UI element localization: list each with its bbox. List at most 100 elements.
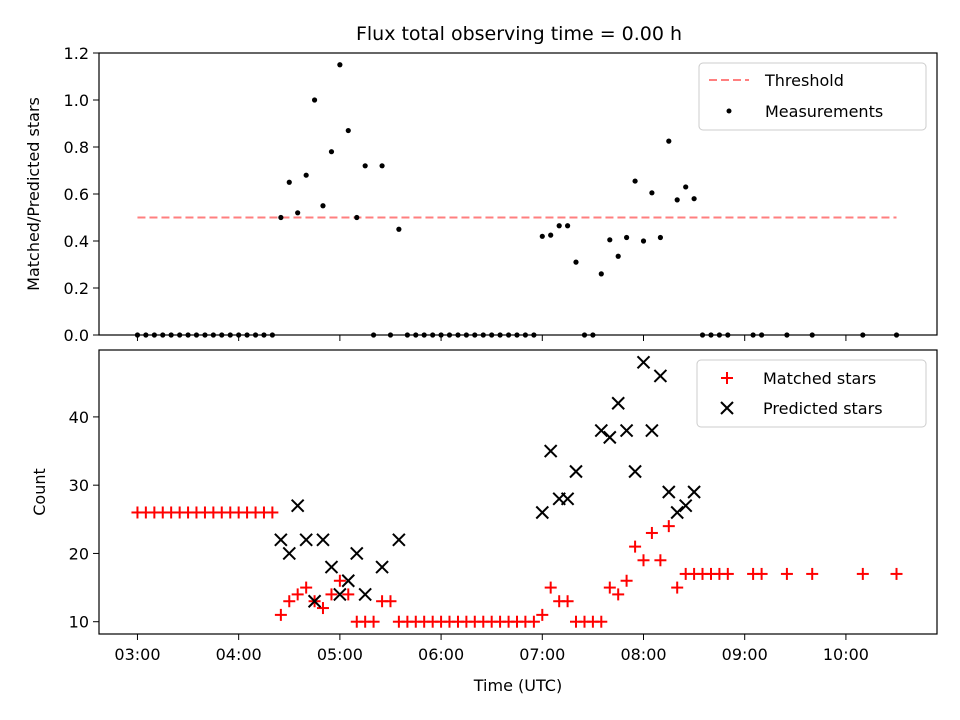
top-plot-marks — [134, 62, 900, 338]
measurement-point-49 — [548, 232, 554, 238]
predicted-star-point-6 — [324, 560, 339, 574]
bottom-ytick-label-1: 20 — [69, 544, 89, 563]
top-ytick-label-5: 1.0 — [64, 91, 89, 110]
predicted-star-point-11 — [375, 560, 389, 574]
measurement-point-59 — [632, 178, 638, 184]
predicted-star-point-19 — [603, 430, 617, 445]
matched-star-point-19 — [291, 588, 304, 601]
bottom-xlabel: Time (UTC) — [473, 676, 562, 695]
bottom-xtick-label-6: 09:00 — [722, 645, 768, 664]
matched-star-point-75 — [856, 567, 869, 580]
bottom-plot-marks — [131, 355, 903, 628]
predicted-star-point-4 — [307, 594, 322, 608]
legend-measurements-swatch — [726, 108, 732, 114]
measurement-point-50 — [556, 223, 562, 229]
measurement-point-19 — [295, 210, 301, 216]
matched-star-point-73 — [780, 567, 793, 580]
matched-star-point-55 — [595, 615, 608, 628]
predicted-star-point-18 — [594, 423, 609, 438]
bottom-legend: Matched stars Predicted stars — [696, 359, 927, 428]
bottom-xtick-label-4: 07:00 — [519, 645, 565, 664]
matched-star-point-47 — [527, 615, 540, 628]
matched-star-point-24 — [333, 574, 346, 587]
measurement-point-18 — [286, 179, 292, 185]
predicted-star-point-20 — [611, 396, 625, 410]
bottom-legend-box — [696, 359, 927, 428]
measurement-point-52 — [573, 259, 579, 265]
matched-star-point-20 — [300, 581, 313, 594]
measurement-point-48 — [539, 233, 545, 239]
bottom-axes-frame — [98, 349, 938, 635]
matched-star-point-18 — [283, 595, 296, 608]
matched-star-point-58 — [620, 574, 633, 587]
predicted-star-point-24 — [645, 423, 659, 438]
measurement-point-60 — [640, 238, 647, 244]
predicted-star-point-23 — [636, 355, 651, 369]
top-ytick-label-0: 0.0 — [64, 326, 89, 345]
predicted-star-point-28 — [678, 498, 693, 513]
matched-star-point-17 — [274, 608, 287, 621]
matched-star-point-22 — [316, 602, 329, 615]
top-ytick-label-1: 0.2 — [64, 279, 89, 298]
predicted-star-point-14 — [543, 444, 558, 458]
top-ytick-label-3: 0.6 — [64, 185, 89, 204]
predicted-star-point-13 — [535, 505, 549, 520]
predicted-star-point-12 — [392, 533, 406, 547]
matched-star-point-59 — [629, 540, 642, 553]
measurement-point-29 — [379, 163, 385, 169]
bottom-xtick-label-5: 08:00 — [620, 645, 666, 664]
predicted-star-point-17 — [569, 464, 583, 479]
bottom-xtick-label-2: 05:00 — [317, 645, 363, 664]
bottom-xtick-label-3: 06:00 — [418, 645, 464, 664]
top-ylabel: Matched/Predicted stars — [24, 97, 43, 291]
measurement-point-21 — [311, 97, 318, 103]
predicted-star-point-10 — [358, 587, 372, 602]
matched-star-point-49 — [544, 581, 557, 594]
matched-star-point-61 — [645, 526, 658, 539]
matched-star-point-72 — [755, 567, 768, 580]
matched-star-point-60 — [637, 554, 650, 567]
measurement-point-56 — [607, 237, 613, 243]
predicted-star-point-5 — [316, 533, 330, 547]
measurement-point-55 — [598, 271, 604, 277]
measurement-point-26 — [354, 214, 360, 221]
top-ytick-label-6: 1.2 — [64, 44, 89, 63]
measurement-point-57 — [615, 253, 621, 259]
bottom-ytick-label-0: 10 — [69, 613, 89, 632]
top-legend: Threshold Measurements — [698, 62, 927, 131]
predicted-star-point-27 — [670, 505, 684, 520]
bottom-xtick-label-7: 10:00 — [823, 645, 869, 664]
top-axes-frame — [98, 52, 938, 336]
measurement-point-22 — [320, 203, 326, 209]
measurement-point-64 — [674, 197, 680, 203]
measurement-point-27 — [362, 163, 368, 169]
bottom-ytick-label-3: 40 — [69, 408, 89, 427]
measurement-point-66 — [691, 196, 697, 202]
measurement-point-25 — [345, 127, 351, 134]
measurement-point-20 — [303, 172, 309, 178]
measurement-point-17 — [278, 214, 284, 221]
matched-star-point-28 — [367, 615, 380, 628]
predicted-star-point-1 — [282, 546, 296, 561]
matched-star-point-56 — [603, 581, 616, 594]
measurement-point-24 — [337, 62, 343, 68]
measurement-point-31 — [396, 226, 402, 232]
matched-star-point-51 — [561, 595, 574, 608]
top-ytick-label-4: 0.8 — [64, 138, 89, 157]
matched-star-point-48 — [536, 608, 549, 621]
chart-title: Flux total observing time = 0.00 h — [356, 23, 682, 45]
predicted-star-point-26 — [662, 485, 676, 499]
matched-star-point-16 — [266, 506, 279, 519]
legend-predicted-label: Predicted stars — [763, 399, 883, 418]
measurement-point-62 — [657, 234, 663, 241]
predicted-star-point-0 — [274, 533, 288, 547]
matched-star-point-23 — [325, 588, 338, 601]
matched-star-point-64 — [671, 581, 684, 594]
matched-star-point-70 — [721, 567, 734, 580]
matched-star-point-62 — [654, 554, 667, 567]
measurement-point-65 — [683, 184, 689, 190]
legend-matched-swatch — [721, 372, 733, 384]
bottom-xtick-label-1: 04:00 — [216, 645, 262, 664]
predicted-star-point-16 — [560, 492, 575, 506]
predicted-star-point-8 — [341, 574, 355, 588]
